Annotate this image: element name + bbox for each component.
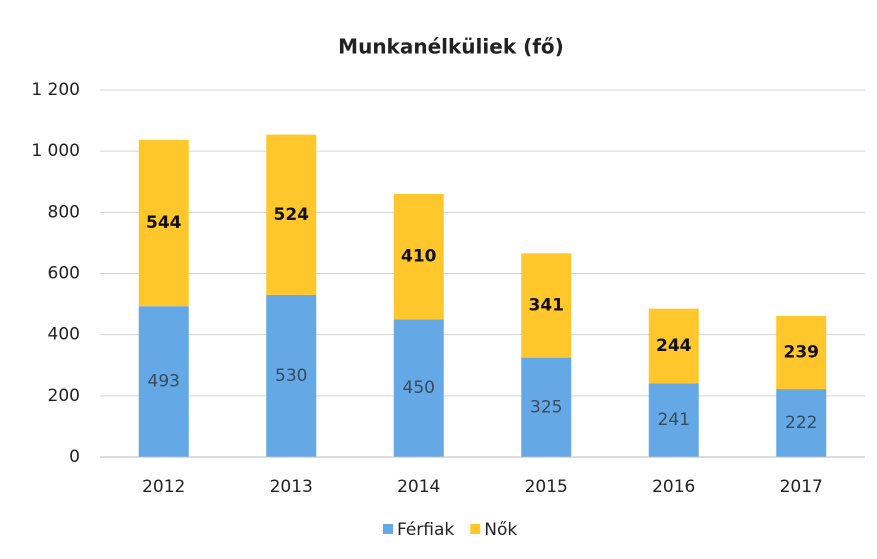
bar-segment	[266, 134, 317, 295]
y-tick-label: 0	[69, 447, 80, 467]
data-label: 241	[658, 410, 690, 430]
data-label: 544	[146, 213, 182, 233]
data-label: 341	[529, 295, 565, 315]
data-label: 450	[403, 378, 435, 398]
bar-segment	[776, 316, 827, 390]
bar-segment	[138, 306, 189, 457]
y-tick-label: 200	[48, 386, 80, 406]
data-label: 410	[401, 247, 437, 267]
bar-segment	[776, 389, 827, 457]
x-tick-label: 2013	[270, 477, 313, 497]
y-tick-label: 1 200	[31, 80, 80, 100]
x-tick-label: 2014	[397, 477, 440, 497]
y-tick-label: 400	[48, 325, 80, 345]
data-label: 222	[785, 413, 817, 433]
data-label: 524	[274, 205, 310, 225]
bar-segment	[521, 357, 572, 457]
x-tick-label: 2015	[525, 477, 568, 497]
legend-label: Nők	[484, 520, 517, 540]
bar-segment	[648, 383, 699, 457]
data-label: 530	[275, 366, 307, 386]
bar-segment	[393, 319, 444, 457]
x-tick-label: 2017	[780, 477, 823, 497]
bar-segment	[393, 193, 444, 320]
data-label: 325	[530, 397, 562, 417]
legend-label: Férfiak	[397, 520, 454, 540]
data-label: 493	[148, 372, 180, 392]
x-tick-label: 2016	[652, 477, 695, 497]
data-label: 244	[656, 336, 692, 356]
data-label: 239	[784, 343, 820, 363]
bar-segment	[648, 308, 699, 384]
bar-segment	[521, 253, 572, 358]
legend-swatch	[383, 524, 393, 534]
bar-segment	[266, 294, 317, 457]
legend-swatch	[470, 524, 481, 534]
y-tick-label: 1 000	[31, 141, 80, 161]
bar-segment	[138, 139, 189, 307]
y-tick-label: 800	[48, 202, 80, 222]
y-tick-label: 600	[48, 264, 80, 284]
chart-title: Munkanélküliek (fő)	[338, 35, 564, 59]
x-tick-label: 2012	[142, 477, 185, 497]
